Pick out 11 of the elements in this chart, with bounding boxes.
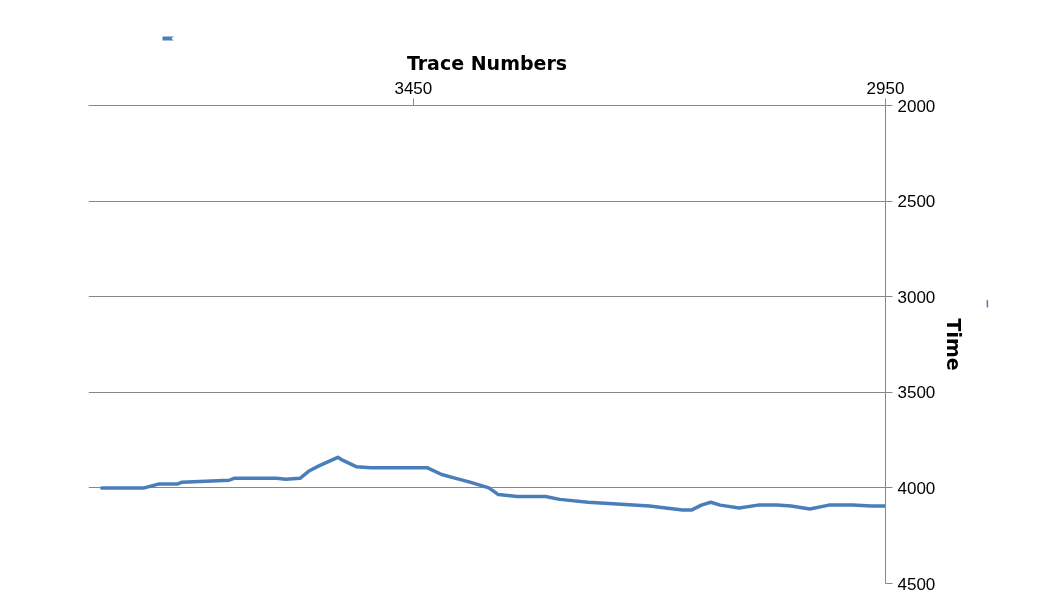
y-tick-label: 4000 [897,478,936,498]
y-tick-label: 2000 [897,96,936,116]
y-tick-label: 2500 [897,192,936,212]
y-tick-label: 3000 [897,287,936,307]
y-tick-label: 3500 [897,383,936,403]
x-axis-title: Trace Numbers [406,51,568,74]
x-tick-label: 3450 [394,78,433,98]
y-axis-title: Time [943,318,966,371]
line-series [99,455,886,512]
x-tick-label: 2950 [866,78,905,98]
y-tick-label: 4500 [897,574,936,594]
